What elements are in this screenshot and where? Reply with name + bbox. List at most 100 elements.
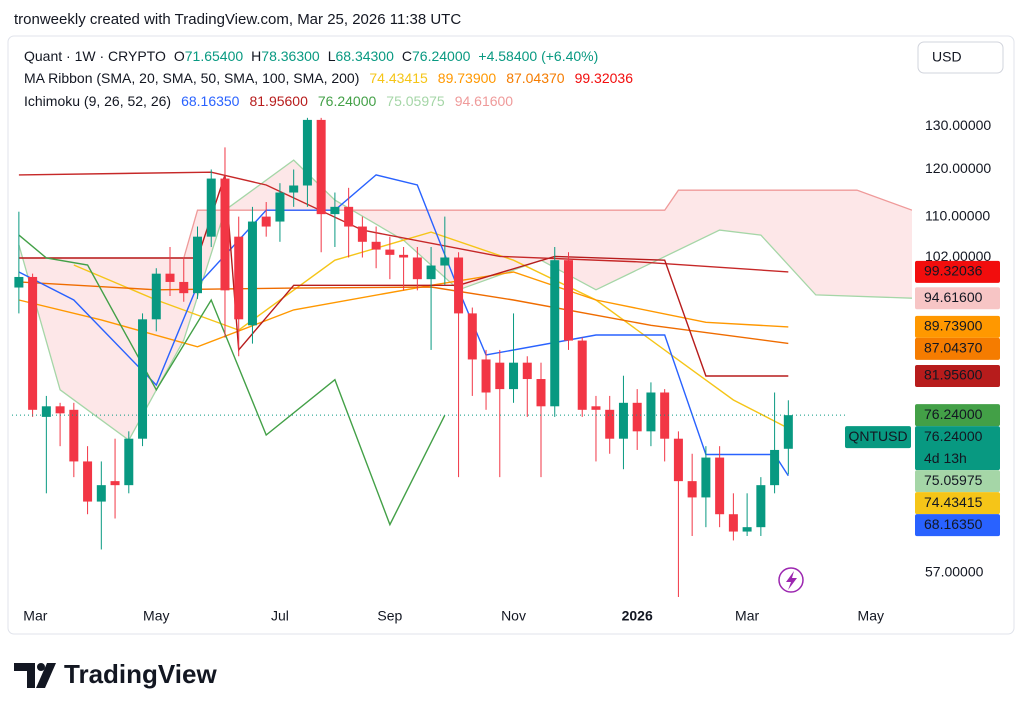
legend-item: 81.95600 [249, 93, 308, 109]
indicator-line [18, 174, 789, 477]
candle-body [110, 481, 120, 486]
price-label-box [915, 514, 1000, 537]
candle-body [783, 415, 793, 449]
legend-item: 68.16350 [181, 93, 240, 109]
plot-area [12, 117, 912, 598]
alert-icon[interactable] [778, 567, 804, 593]
candle-body [605, 409, 615, 439]
candle-body [591, 406, 601, 410]
y-tick-label: 57.00000 [925, 563, 984, 579]
y-tick-label: 110.00000 [925, 207, 990, 223]
legend-item: 76.24000 [318, 93, 377, 109]
candle-body [742, 527, 752, 532]
candle-body [220, 178, 230, 291]
x-tick-label: Mar [735, 608, 759, 624]
candle-body [399, 254, 409, 258]
price-label-box [915, 426, 1000, 471]
candle-body [28, 276, 38, 410]
candle-body [687, 481, 697, 498]
legend-line: Quant · 1W · CRYPTO O71.65400 H78.36300 L68… [24, 48, 598, 64]
symbol-tag-text: QNTUSD [848, 428, 907, 444]
y-tick-label: 102.00000 [925, 248, 991, 264]
x-tick-label: Mar [23, 608, 47, 624]
candle-body [701, 457, 711, 498]
currency[interactable]: USD [932, 49, 962, 65]
legend-item: H [251, 48, 261, 64]
legend-item: 94.61600 [455, 93, 514, 109]
currency-button[interactable] [917, 41, 1004, 74]
legend-line: Ichimoku (9, 26, 52, 26) 68.16350 81.95600… [24, 93, 513, 109]
price-label-box [915, 492, 1000, 515]
candle-body [618, 402, 628, 439]
candle-body [275, 192, 285, 222]
legend-item: 89.73900 [438, 70, 497, 86]
indicator-line [18, 234, 446, 527]
legend-item: Ichimoku (9, 26, 52, 26) [24, 93, 171, 109]
legend-item: C [402, 48, 412, 64]
candle-body [261, 216, 271, 227]
price-label-box [915, 337, 1000, 360]
legend-item: L [328, 48, 336, 64]
price-label-box [915, 365, 1000, 388]
legend-item: 68.34300 [335, 48, 394, 64]
candle-body [83, 461, 93, 502]
legend-item: 75.05975 [386, 93, 445, 109]
legend-item: 74.43415 [369, 70, 428, 86]
legend-item: 71.65400 [185, 48, 244, 64]
candle-body [357, 226, 367, 242]
candle-body [454, 257, 464, 314]
candle-body [165, 273, 175, 282]
alert-bolt[interactable] [786, 571, 797, 590]
candle-body [563, 260, 573, 341]
candle-body [14, 276, 24, 288]
candle-body [55, 406, 65, 414]
indicator-line [73, 231, 789, 429]
candle-body [41, 406, 51, 417]
candle-body [536, 379, 546, 407]
price-label-box [915, 315, 1000, 338]
candle-body [577, 340, 587, 410]
x-tick-label: May [858, 608, 884, 624]
price-label: 94.61600 [924, 289, 983, 305]
symbol-tag [845, 426, 911, 449]
candle-body [756, 485, 766, 528]
candle-body [344, 206, 354, 227]
candle-body [728, 514, 738, 532]
price-label: 99.32036 [924, 263, 983, 279]
y-tick-label: 120.00000 [925, 160, 991, 176]
price-label-box [915, 404, 1000, 427]
candle-body [385, 249, 395, 255]
candle-body [316, 119, 326, 215]
candle-body [124, 438, 134, 486]
x-tick-label: May [143, 608, 169, 624]
candle-body [426, 265, 436, 280]
candle-body [179, 281, 189, 294]
candle-body [96, 485, 106, 502]
candle-body [550, 260, 560, 407]
candle-body [289, 185, 299, 193]
x-tick-label: 2026 [622, 608, 653, 624]
price-label: 76.24000 [924, 406, 983, 422]
candle-body [522, 362, 532, 380]
candle-body [302, 119, 312, 186]
candle-body [234, 236, 244, 320]
logo: TradingView [14, 659, 217, 689]
logo-mark [14, 663, 35, 688]
cloud-fill [18, 160, 912, 441]
candle-body [632, 402, 642, 432]
candle-body [673, 438, 683, 482]
price-label: 75.05975 [924, 472, 983, 488]
legend-item: 87.04370 [506, 70, 565, 86]
logo-dot [37, 663, 45, 671]
attribution: tronweekly created with TradingView.com,… [14, 11, 461, 28]
candle-body [412, 257, 422, 280]
candle-body [495, 362, 505, 390]
x-tick-label: Jul [271, 608, 289, 624]
price-axis: 130.00000120.00000110.00000102.0000061.5… [925, 117, 991, 580]
price-label-box [915, 287, 1000, 310]
legend-line: MA Ribbon (SMA, 20, SMA, 50, SMA, 100, S… [24, 70, 633, 86]
price-label: 68.16350 [924, 516, 983, 532]
countdown: 4d 13h [924, 450, 967, 466]
